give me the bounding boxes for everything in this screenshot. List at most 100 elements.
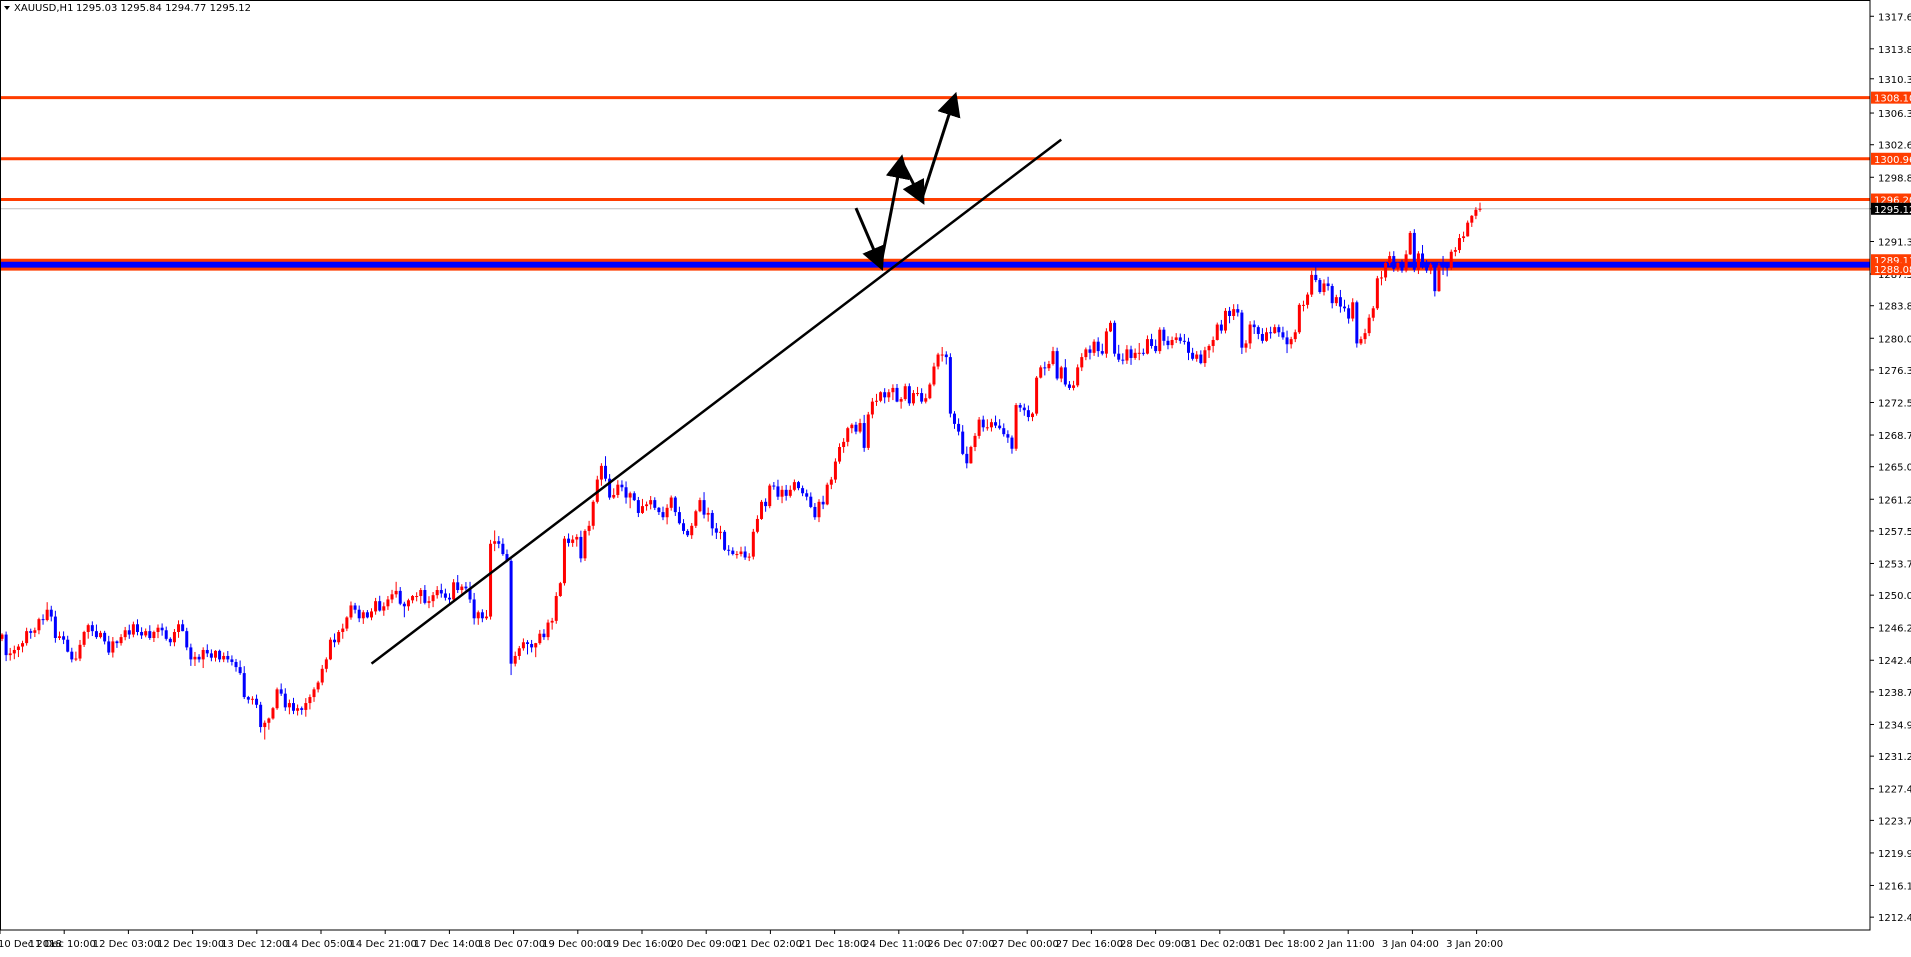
- candle-body: [135, 624, 139, 632]
- candle-body: [546, 622, 550, 638]
- candle-body: [628, 493, 632, 498]
- candle-body: [1293, 332, 1297, 340]
- candle-body: [796, 482, 800, 489]
- candle-body: [1100, 351, 1104, 354]
- y-tick-label: 1317.60: [1878, 12, 1911, 23]
- projection-arrow[interactable]: [854, 207, 885, 271]
- candle-body: [1088, 349, 1092, 353]
- candle-body: [238, 667, 242, 674]
- level-price-label: 1308.10: [1874, 94, 1911, 105]
- projection-arrow[interactable]: [899, 159, 925, 205]
- trendline[interactable]: [370, 138, 1062, 665]
- candle-body: [402, 603, 406, 607]
- y-tick-label: 1310.30: [1878, 75, 1911, 86]
- candle-body: [1215, 324, 1219, 340]
- candle-body: [1030, 413, 1034, 418]
- y-tick-label: 1246.20: [1878, 624, 1911, 635]
- candle-body: [177, 624, 181, 632]
- candle-body: [854, 424, 858, 432]
- y-tick-label: 1234.90: [1878, 720, 1911, 731]
- x-tick-label: 13 Dec 12:00: [221, 939, 288, 950]
- candle-body: [571, 539, 575, 543]
- projection-arrow[interactable]: [920, 91, 961, 200]
- candle-body: [439, 590, 443, 594]
- x-tick-label: 31 Dec 18:00: [1248, 939, 1315, 950]
- candle-body: [103, 632, 107, 642]
- projection-arrow[interactable]: [879, 154, 910, 266]
- candle-body: [62, 636, 66, 640]
- candle-body: [838, 447, 842, 462]
- candle-body: [673, 497, 677, 513]
- candle-body: [234, 661, 238, 668]
- candle-body: [1441, 265, 1445, 268]
- candle-body: [825, 484, 829, 505]
- candle-body: [1137, 352, 1141, 354]
- candle-body: [33, 630, 37, 633]
- candle-body: [846, 428, 850, 442]
- candle-body: [45, 609, 49, 620]
- level-price-label: 1300.96: [1874, 155, 1911, 166]
- candle-body: [181, 624, 185, 632]
- candle-body: [710, 512, 714, 529]
- candle-body: [509, 560, 513, 664]
- chart-header: XAUUSD,H1 1295.03 1295.84 1294.77 1295.1…: [4, 3, 251, 14]
- candle-body: [521, 642, 525, 649]
- candle-body: [131, 624, 135, 635]
- candle-body: [452, 582, 456, 600]
- candle-body: [682, 523, 686, 531]
- y-tick-label: 1223.70: [1878, 816, 1911, 827]
- candle-body: [1104, 331, 1108, 354]
- candle-body: [558, 583, 562, 597]
- candle-body: [197, 656, 201, 660]
- candle-body: [226, 655, 230, 660]
- candle-body: [374, 601, 378, 612]
- candle-body: [924, 398, 928, 402]
- candle-body: [1297, 304, 1301, 333]
- x-tick-label: 31 Dec 02:00: [1184, 939, 1251, 950]
- candle-body: [1084, 349, 1088, 358]
- candle-body: [242, 673, 246, 698]
- candle-body: [1154, 345, 1158, 352]
- candle-body: [312, 689, 316, 698]
- candle-body: [731, 550, 735, 555]
- candle-body: [144, 631, 148, 636]
- candle-body: [723, 531, 727, 550]
- candle-body: [345, 617, 349, 629]
- candle-body: [1072, 385, 1076, 388]
- candle-body: [788, 489, 792, 496]
- y-tick-label: 1313.80: [1878, 45, 1911, 56]
- candle-body: [1211, 339, 1215, 346]
- y-tick-label: 1231.20: [1878, 752, 1911, 763]
- candle-body: [1178, 337, 1182, 341]
- candle-body: [891, 387, 895, 393]
- y-tick-label: 1227.40: [1878, 785, 1911, 796]
- dropdown-arrow-icon[interactable]: [4, 6, 10, 10]
- candle-body: [431, 595, 435, 602]
- level-price-tag: [1871, 193, 1911, 206]
- candle-body: [1396, 262, 1400, 269]
- candle-body: [456, 582, 460, 591]
- candle-body: [300, 708, 304, 710]
- y-tick-label: 1276.30: [1878, 366, 1911, 377]
- current-price-label: 1295.12: [1874, 205, 1911, 216]
- candle-body: [70, 651, 74, 660]
- candle-body: [57, 636, 61, 638]
- candle-body: [1457, 238, 1461, 251]
- y-tick-label: 1219.90: [1878, 849, 1911, 860]
- candle-body: [542, 633, 546, 638]
- candle-body: [41, 619, 45, 621]
- candle-body: [1092, 341, 1096, 353]
- y-tick-label: 1265.00: [1878, 463, 1911, 474]
- candle-body: [587, 525, 591, 531]
- level-price-label: 1289.11: [1874, 256, 1911, 267]
- candle-body: [747, 556, 751, 558]
- candle-body: [874, 400, 878, 402]
- candle-body: [1145, 339, 1149, 354]
- candle-body: [1125, 349, 1129, 361]
- candle-body: [1334, 297, 1338, 304]
- candle-body: [821, 501, 825, 505]
- candle-body: [382, 606, 386, 611]
- candle-body: [690, 525, 694, 536]
